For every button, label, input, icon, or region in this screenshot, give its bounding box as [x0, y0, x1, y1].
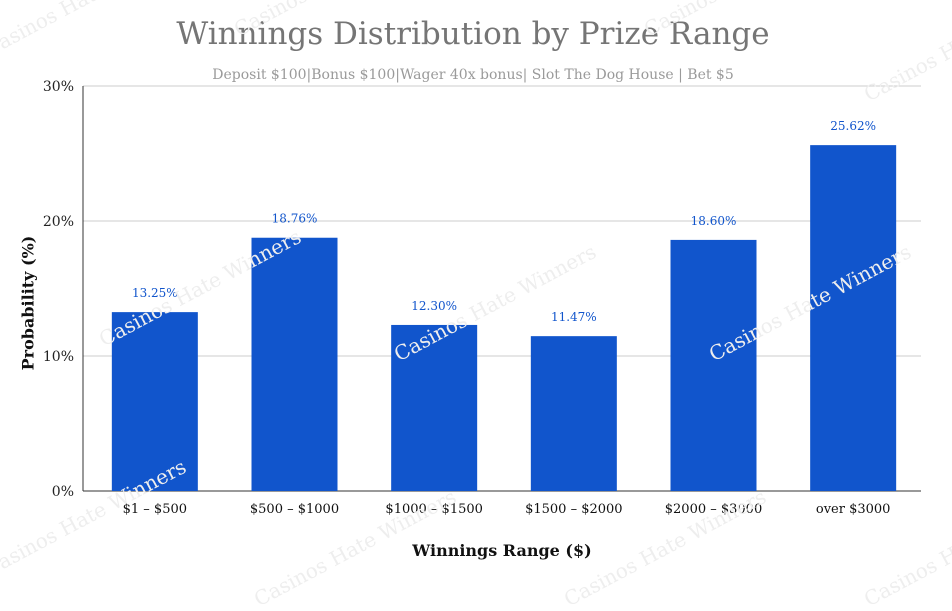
data-label: 11.47% [551, 310, 597, 324]
data-label: 25.62% [830, 119, 876, 133]
bar [530, 336, 617, 491]
y-tick-label: 20% [43, 214, 74, 230]
plot-area: 0% 10% 20% 30% 13.25% $1 – $500 18.76% $500 – $… [43, 79, 921, 517]
chart-title: Winnings Distribution by Prize Range [176, 16, 770, 52]
x-tick-label: $1500 – $2000 [525, 502, 622, 517]
x-tick-label: $500 – $1000 [250, 502, 339, 517]
x-tick-label: $1000 – $1500 [385, 502, 482, 517]
x-tick-label: $1 – $500 [123, 502, 187, 517]
data-label: 13.25% [132, 286, 178, 300]
data-label: 18.76% [272, 212, 318, 226]
x-tick-label: over $3000 [816, 502, 891, 517]
bar [111, 312, 198, 491]
bar [670, 239, 757, 491]
x-tick-label: $2000 – $3000 [665, 502, 762, 517]
y-axis-label: Probability (%) [18, 235, 38, 371]
data-label: 18.60% [691, 214, 737, 228]
bar [391, 324, 478, 491]
chart-subtitle: Deposit $100|Bonus $100|Wager 40x bonus|… [212, 67, 734, 83]
bar [810, 145, 897, 491]
bar [251, 237, 338, 491]
y-tick-label: 10% [43, 349, 74, 365]
y-tick-label: 0% [52, 484, 74, 500]
y-tick-label: 30% [43, 79, 74, 95]
x-axis-label: Winnings Range ($) [412, 541, 592, 560]
data-label: 12.30% [411, 299, 457, 313]
